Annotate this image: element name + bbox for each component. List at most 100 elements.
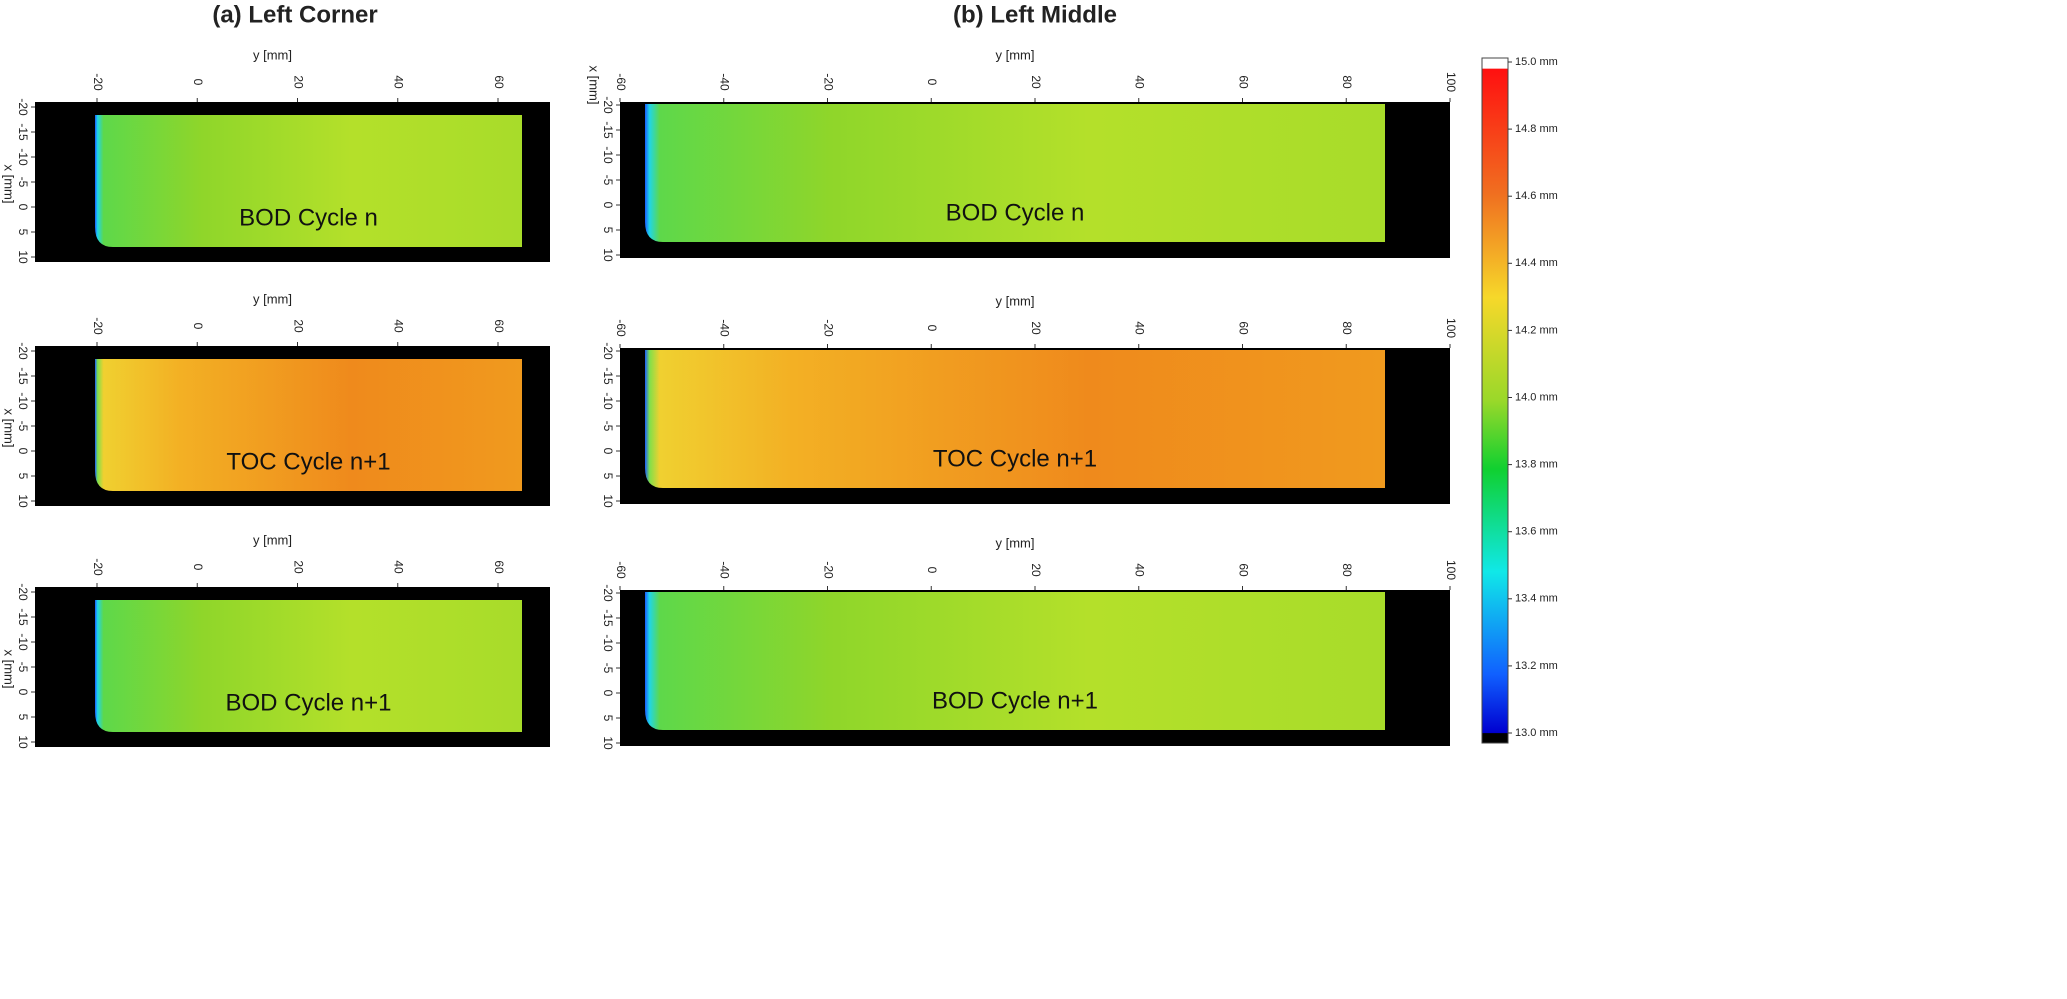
x-tick-label: 10: [16, 494, 30, 508]
x-axis-label: x [mm]: [587, 66, 602, 105]
x-tick-label: -15: [16, 367, 30, 385]
colorbar-label: 13.4 mm: [1515, 593, 1558, 605]
y-tick-label: 80: [1340, 563, 1354, 577]
x-tick-label: 0: [16, 448, 30, 455]
x-tick-label: -20: [16, 98, 30, 116]
y-tick-label: 0: [925, 79, 939, 86]
x-tick-label: -15: [16, 123, 30, 141]
colorbar-label: 13.0 mm: [1515, 727, 1558, 739]
y-tick-label: -20: [821, 319, 835, 337]
colorbar-label: 13.2 mm: [1515, 660, 1558, 672]
y-axis-label: y [mm]: [253, 47, 292, 62]
heatmap: [645, 104, 1385, 242]
y-tick-label: 0: [191, 79, 205, 86]
y-tick-label: -20: [91, 558, 105, 576]
x-tick-label: -10: [16, 392, 30, 410]
x-tick-label: 10: [16, 250, 30, 264]
y-tick-label: -40: [718, 319, 732, 337]
x-tick-label: 0: [16, 204, 30, 211]
x-tick-label: 10: [16, 735, 30, 749]
x-tick-label: -15: [601, 609, 615, 627]
heatmap: [645, 350, 1385, 488]
x-tick-label: -10: [16, 148, 30, 166]
x-axis-label: x [mm]: [2, 165, 17, 204]
y-tick-label: -20: [91, 317, 105, 335]
y-tick-label: 60: [1236, 321, 1250, 335]
heatmap: [645, 592, 1385, 730]
y-tick-label: 20: [1029, 321, 1043, 335]
x-tick-label: -5: [16, 662, 30, 673]
x-tick-label: 5: [16, 473, 30, 480]
y-tick-label: 0: [191, 564, 205, 571]
x-tick-label: -5: [16, 177, 30, 188]
y-tick-label: -20: [821, 561, 835, 579]
y-axis-label: y [mm]: [996, 535, 1035, 550]
y-tick-label: 60: [1236, 563, 1250, 577]
y-tick-label: 80: [1340, 321, 1354, 335]
y-tick-label: -60: [614, 561, 628, 579]
colorbar-label: 14.4 mm: [1515, 257, 1558, 269]
x-tick-label: -20: [16, 342, 30, 360]
colorbar-label: 14.6 mm: [1515, 190, 1558, 202]
y-tick-label: 40: [1133, 563, 1147, 577]
heatmap: [95, 115, 522, 247]
x-axis-label: x [mm]: [2, 409, 17, 448]
y-axis-label: y [mm]: [996, 293, 1035, 308]
y-tick-label: 100: [1444, 72, 1458, 92]
colorbar-label: 14.8 mm: [1515, 123, 1558, 135]
y-tick-label: 60: [492, 560, 506, 574]
y-tick-label: 20: [1029, 75, 1043, 89]
colorbar-label: 15.0 mm: [1515, 56, 1558, 68]
y-tick-label: 80: [1340, 75, 1354, 89]
colorbar-label: 13.8 mm: [1515, 459, 1558, 471]
x-tick-label: -15: [16, 608, 30, 626]
x-tick-label: -15: [601, 367, 615, 385]
column-title: (a) Left Corner: [212, 1, 377, 28]
panel-label: TOC Cycle n+1: [933, 445, 1097, 472]
y-tick-label: 20: [1029, 563, 1043, 577]
x-tick-label: -5: [601, 421, 615, 432]
panel-label: BOD Cycle n: [239, 204, 378, 231]
x-tick-label: -20: [601, 584, 615, 602]
y-tick-label: -60: [614, 319, 628, 337]
y-tick-label: 20: [291, 319, 305, 333]
x-tick-label: -5: [601, 663, 615, 674]
y-tick-label: 0: [925, 567, 939, 574]
x-tick-label: -10: [601, 146, 615, 164]
x-tick-label: 5: [601, 473, 615, 480]
x-tick-label: -20: [16, 583, 30, 601]
column-title: (b) Left Middle: [953, 1, 1117, 28]
y-tick-label: 60: [492, 319, 506, 333]
y-tick-label: 40: [1133, 321, 1147, 335]
x-tick-label: -10: [601, 634, 615, 652]
y-tick-label: 20: [291, 75, 305, 89]
x-tick-label: 0: [16, 689, 30, 696]
x-tick-label: -5: [601, 175, 615, 186]
y-tick-label: -40: [718, 73, 732, 91]
panel-label: BOD Cycle n+1: [932, 687, 1098, 714]
y-tick-label: 60: [1236, 75, 1250, 89]
y-axis-label: y [mm]: [253, 291, 292, 306]
panel-label: BOD Cycle n+1: [225, 689, 391, 716]
x-tick-label: -10: [16, 633, 30, 651]
y-tick-label: -60: [614, 73, 628, 91]
heatmap: [95, 359, 522, 491]
y-tick-label: 40: [392, 75, 406, 89]
colorbar: [1481, 57, 1509, 744]
x-tick-label: 5: [601, 715, 615, 722]
y-tick-label: 60: [492, 75, 506, 89]
x-tick-label: 0: [601, 448, 615, 455]
y-tick-label: 40: [392, 319, 406, 333]
y-tick-label: 40: [1133, 75, 1147, 89]
colorbar-label: 13.6 mm: [1515, 526, 1558, 538]
y-tick-label: 100: [1444, 318, 1458, 338]
x-tick-label: 10: [601, 736, 615, 750]
x-tick-label: 5: [601, 227, 615, 234]
x-tick-label: 5: [16, 229, 30, 236]
y-tick-label: -40: [718, 561, 732, 579]
y-tick-label: 0: [191, 323, 205, 330]
x-axis-label: x [mm]: [2, 650, 17, 689]
y-axis-label: y [mm]: [996, 47, 1035, 62]
x-tick-label: -20: [601, 96, 615, 114]
panel-label: TOC Cycle n+1: [226, 448, 390, 475]
